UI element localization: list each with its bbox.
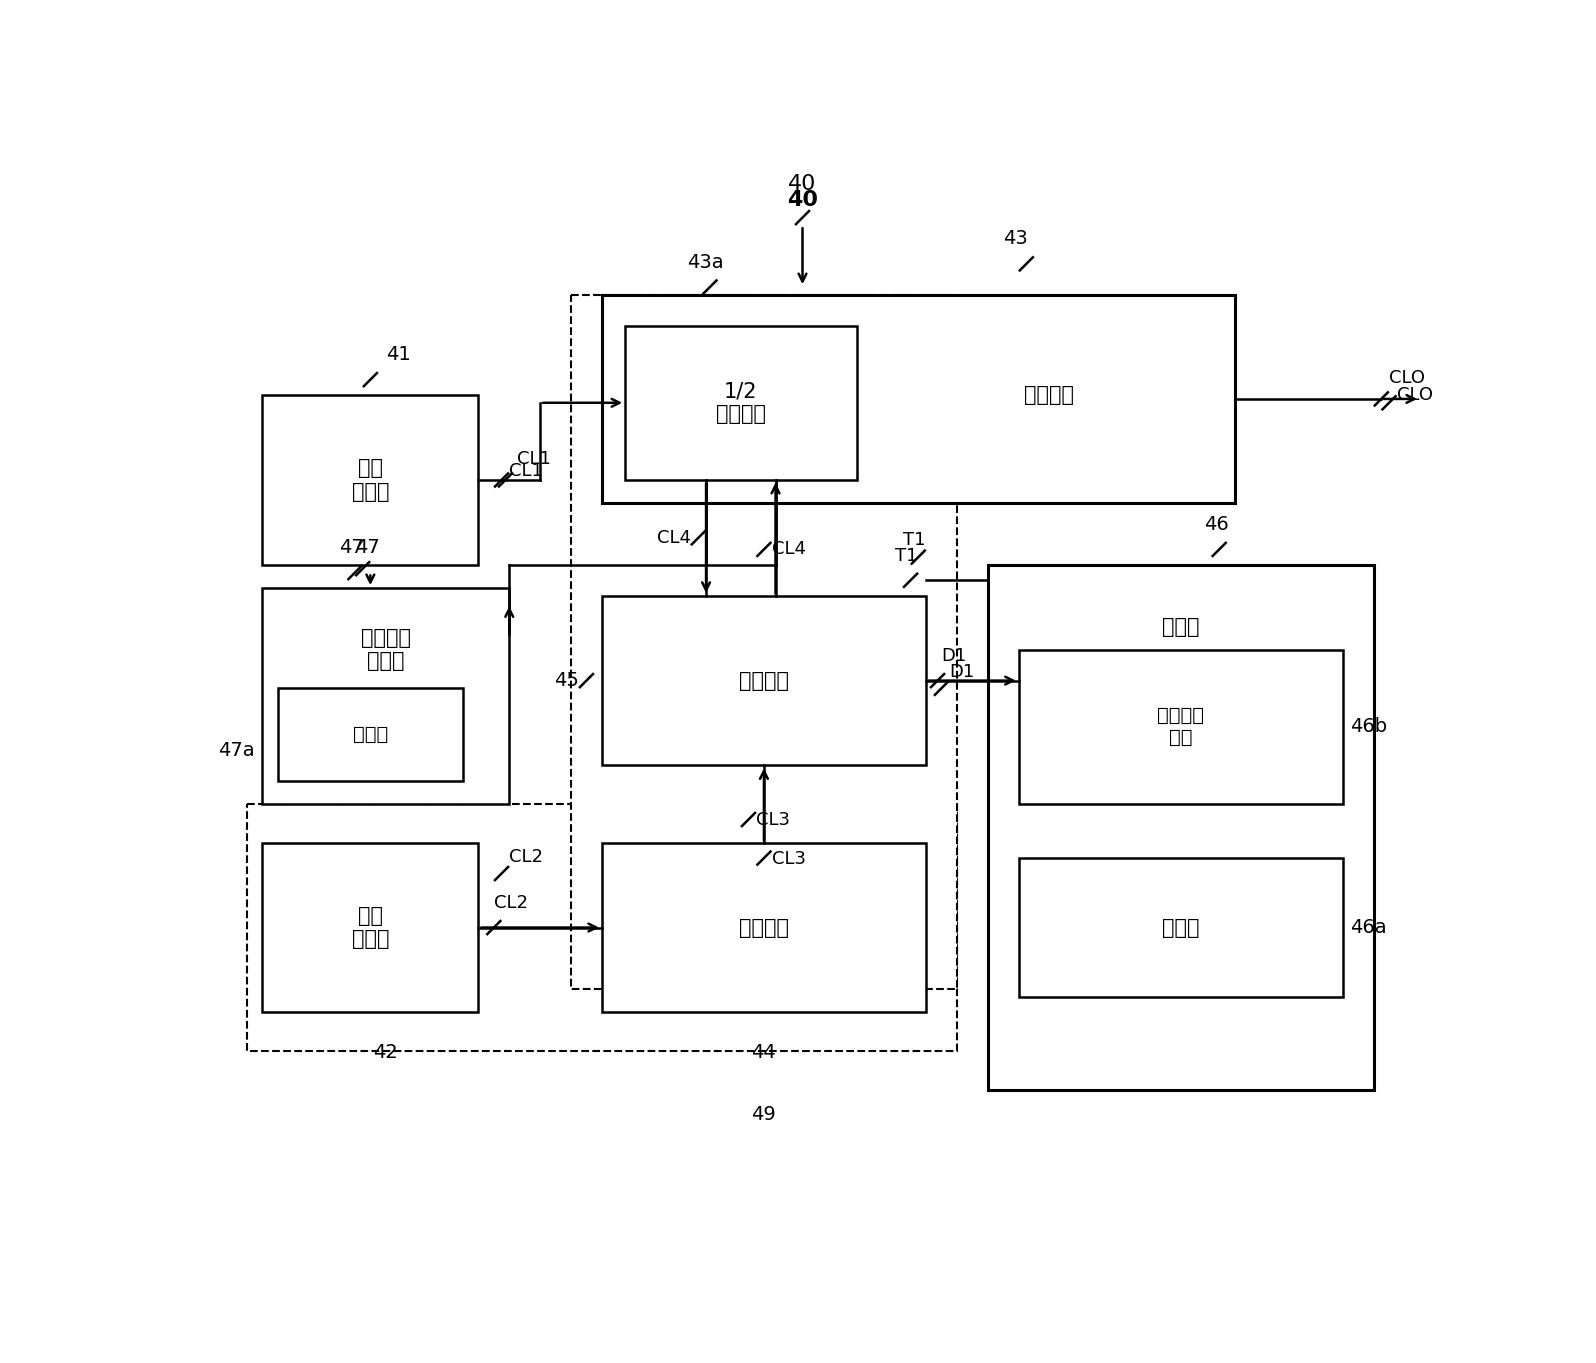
Text: 存储器: 存储器 [1162, 917, 1200, 938]
Text: CLO: CLO [1396, 386, 1433, 403]
Bar [626, 326, 857, 480]
Text: D1: D1 [950, 662, 975, 680]
Text: 47: 47 [354, 538, 380, 557]
Text: CL3: CL3 [757, 811, 790, 829]
Text: 40: 40 [788, 174, 817, 195]
Text: CLO: CLO [1389, 369, 1425, 387]
Bar [602, 596, 926, 766]
Text: 比较电路: 比较电路 [739, 671, 788, 691]
Bar [602, 842, 926, 1013]
Text: 分频电路: 分频电路 [1025, 386, 1074, 405]
Text: 原子
振荡器: 原子 振荡器 [351, 906, 389, 949]
Text: CL2: CL2 [493, 894, 528, 912]
Bar [278, 688, 463, 781]
Bar [1018, 859, 1342, 996]
Text: 1/2
分频电路: 1/2 分频电路 [715, 382, 766, 424]
Text: CL4: CL4 [656, 529, 691, 547]
Text: 43a: 43a [686, 252, 723, 271]
Text: T1: T1 [903, 532, 926, 549]
Text: 晶体
振荡器: 晶体 振荡器 [351, 458, 389, 502]
Text: CL2: CL2 [509, 848, 543, 866]
Text: T1: T1 [895, 547, 918, 564]
Text: 45: 45 [554, 671, 579, 690]
Text: CL1: CL1 [517, 450, 551, 469]
Text: 分频电路: 分频电路 [739, 917, 788, 938]
Bar [988, 564, 1374, 1089]
Text: 44: 44 [752, 1043, 776, 1062]
Text: 逻辑调整
电路: 逻辑调整 电路 [1157, 706, 1203, 747]
Bar [247, 804, 958, 1051]
Text: 46: 46 [1203, 515, 1229, 534]
Text: D1: D1 [942, 647, 967, 665]
Bar [262, 587, 509, 804]
Text: 校正部: 校正部 [1162, 616, 1200, 637]
Bar [571, 294, 958, 990]
Text: CL1: CL1 [509, 462, 543, 480]
Bar [1018, 650, 1342, 804]
Text: 46b: 46b [1350, 717, 1387, 736]
Text: CL3: CL3 [771, 851, 806, 868]
Text: 41: 41 [386, 345, 410, 364]
Bar [262, 842, 479, 1013]
Text: 40: 40 [787, 189, 819, 210]
Text: 49: 49 [752, 1105, 776, 1124]
Text: 计数器: 计数器 [353, 725, 388, 744]
Text: CL4: CL4 [771, 540, 806, 559]
Bar [602, 294, 1235, 503]
Bar [262, 395, 479, 564]
Text: 间歇时间
管理部: 间歇时间 管理部 [361, 628, 410, 672]
Text: 47: 47 [340, 538, 364, 557]
Text: 43: 43 [1004, 229, 1028, 248]
Text: 42: 42 [373, 1043, 397, 1062]
Text: 47a: 47a [219, 740, 255, 759]
Text: 46a: 46a [1350, 919, 1387, 936]
